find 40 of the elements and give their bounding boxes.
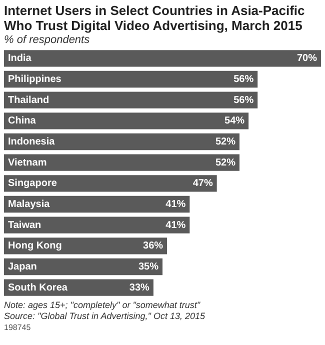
data-label: 54% <box>224 116 245 127</box>
y-tick-label: India <box>8 53 32 64</box>
data-label: 41% <box>166 199 186 210</box>
chart-subtitle: % of respondents <box>4 34 91 46</box>
data-label: 56% <box>234 74 254 85</box>
data-label: 33% <box>129 282 150 294</box>
data-label: 41% <box>166 220 186 231</box>
data-label: 52% <box>215 136 236 148</box>
data-label: 35% <box>138 262 159 272</box>
y-tick-label: Thailand <box>8 94 50 106</box>
bar <box>4 92 258 108</box>
source-note: Source: "Global Trust in Advertising," Oct 13, 2015 <box>4 311 205 321</box>
data-label: 47% <box>192 178 213 190</box>
bar <box>4 238 168 254</box>
bar <box>4 216 190 234</box>
chart-title: Internet Users in Select Countries in Asia-Pacific Who Trust Digital Video Advertising, March 2015 <box>4 3 306 33</box>
y-tick-label: Indonesia <box>8 136 56 148</box>
data-label: 70% <box>296 53 318 64</box>
y-tick-label: South Korea <box>8 282 68 294</box>
bar <box>4 196 190 213</box>
y-tick-label: Hong Kong <box>8 240 62 252</box>
bar <box>4 258 162 276</box>
y-tick-label: China <box>8 116 36 127</box>
y-tick-label: Vietnam <box>8 157 47 168</box>
bar <box>4 175 217 192</box>
y-tick-label: Malaysia <box>8 199 50 210</box>
y-tick-label: Singapore <box>8 178 58 190</box>
bar <box>4 154 240 171</box>
y-tick-label: Taiwan <box>8 220 42 231</box>
bar <box>4 112 249 130</box>
y-tick-label: Philippines <box>8 74 62 85</box>
y-tick-label: Japan <box>8 262 37 272</box>
text: 198745 <box>4 323 32 332</box>
data-label: 36% <box>143 240 164 252</box>
bar <box>4 133 240 150</box>
data-label: 52% <box>215 157 236 168</box>
bar <box>4 70 258 88</box>
text: Note: ages 15+; "completely" or "somewhat trust" <box>4 300 200 310</box>
bar <box>4 50 321 67</box>
data-label: 56% <box>234 94 254 106</box>
